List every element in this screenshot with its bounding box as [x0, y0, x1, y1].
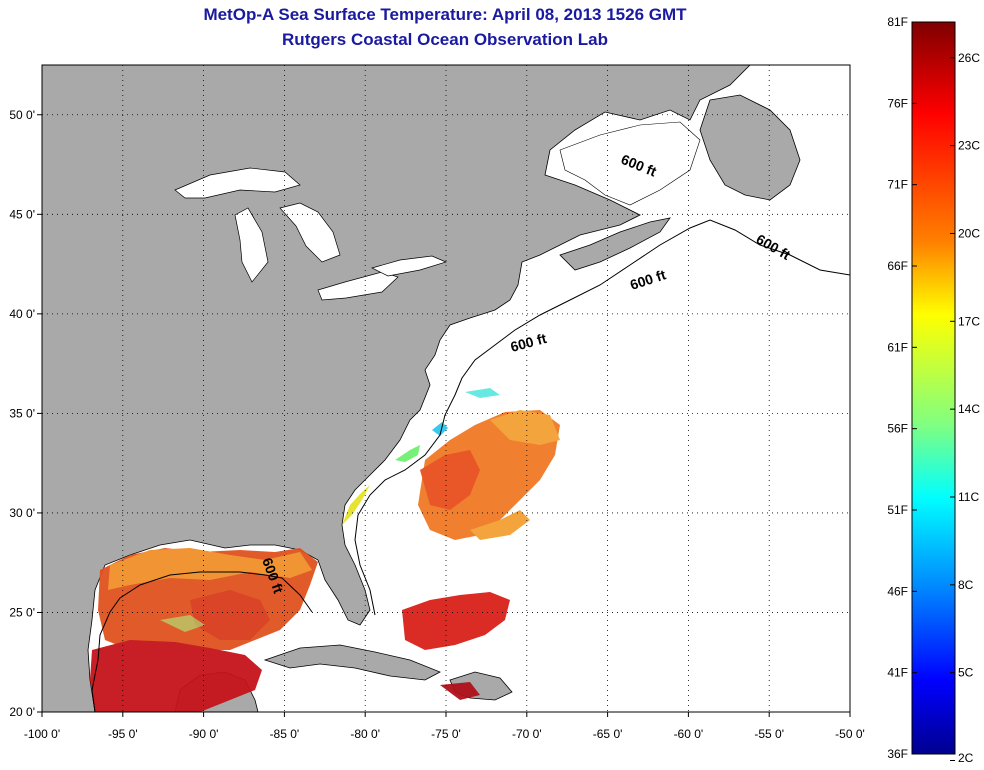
colorbar-f-label: 81F — [887, 15, 908, 29]
colorbar-c-label: 8C — [958, 578, 974, 592]
colorbar-c-label: 17C — [958, 314, 980, 328]
colorbar-f-label: 76F — [887, 96, 908, 110]
lat-tick-label: 50 0' — [9, 108, 35, 122]
colorbar-f-label: 71F — [887, 178, 908, 192]
lat-tick-label: 45 0' — [9, 207, 35, 221]
lon-tick-label: -75 0' — [431, 727, 461, 741]
colorbar — [911, 21, 956, 755]
colorbar-c-label: 20C — [958, 226, 980, 240]
colorbar-c-label: 11C — [958, 490, 979, 504]
lon-tick-label: -90 0' — [189, 727, 219, 741]
great-lakes — [174, 167, 448, 301]
lat-tick-label: 20 0' — [9, 705, 35, 719]
cuba-land — [263, 644, 441, 681]
lon-tick-label: -85 0' — [270, 727, 300, 741]
lon-tick-label: -70 0' — [512, 727, 542, 741]
colorbar-f-label: 56F — [887, 422, 908, 436]
colorbar-c-label: 23C — [958, 139, 980, 153]
colorbar-fahrenheit-labels: 81F 76F 71F 66F 61F 56F 51F 46F 41F 36F — [887, 15, 917, 761]
colorbar-c-label: 5C — [958, 666, 974, 680]
colorbar-f-label: 46F — [887, 584, 908, 598]
gulf-st-lawrence — [559, 121, 701, 206]
lon-tick-label: -65 0' — [593, 727, 623, 741]
lon-tick-label: -95 0' — [108, 727, 138, 741]
lat-tick-label: 40 0' — [9, 307, 35, 321]
lon-tick-label: -100 0' — [24, 727, 60, 741]
map-title: MetOp-A Sea Surface Temperature: April 0… — [203, 5, 687, 24]
lat-tick-label: 30 0' — [9, 506, 35, 520]
colorbar-f-label: 41F — [887, 666, 908, 680]
colorbar-f-label: 66F — [887, 259, 908, 273]
latitude-axis: 50 0' 45 0' 40 0' 35 0' 30 0' 25 0' 20 0' — [9, 108, 42, 719]
colorbar-f-label: 51F — [887, 503, 908, 517]
colorbar-c-label: 2C — [958, 751, 974, 765]
nova-scotia-land — [559, 217, 671, 271]
lon-tick-label: -55 0' — [754, 727, 784, 741]
lon-tick-label: -50 0' — [835, 727, 865, 741]
lon-tick-label: -60 0' — [674, 727, 704, 741]
longitude-axis: -100 0' -95 0' -90 0' -85 0' -80 0' -75 0' -70… — [24, 712, 865, 741]
map-subtitle: Rutgers Coastal Ocean Observation Lab — [282, 30, 608, 49]
colorbar-c-label: 14C — [958, 402, 980, 416]
colorbar-celsius-labels: 26C 23C 20C 17C 14C 11C 8C 5C 2C — [950, 51, 980, 765]
colorbar-f-label: 36F — [887, 747, 908, 761]
lat-tick-label: 35 0' — [9, 406, 35, 420]
sst-data — [90, 388, 560, 712]
colorbar-f-label: 61F — [887, 340, 908, 354]
north-america-land — [42, 65, 751, 712]
isobath-600ft — [354, 219, 850, 616]
lat-tick-label: 25 0' — [9, 605, 35, 619]
colorbar-c-label: 26C — [958, 51, 980, 65]
newfoundland-land — [699, 94, 801, 201]
lon-tick-label: -80 0' — [350, 727, 380, 741]
